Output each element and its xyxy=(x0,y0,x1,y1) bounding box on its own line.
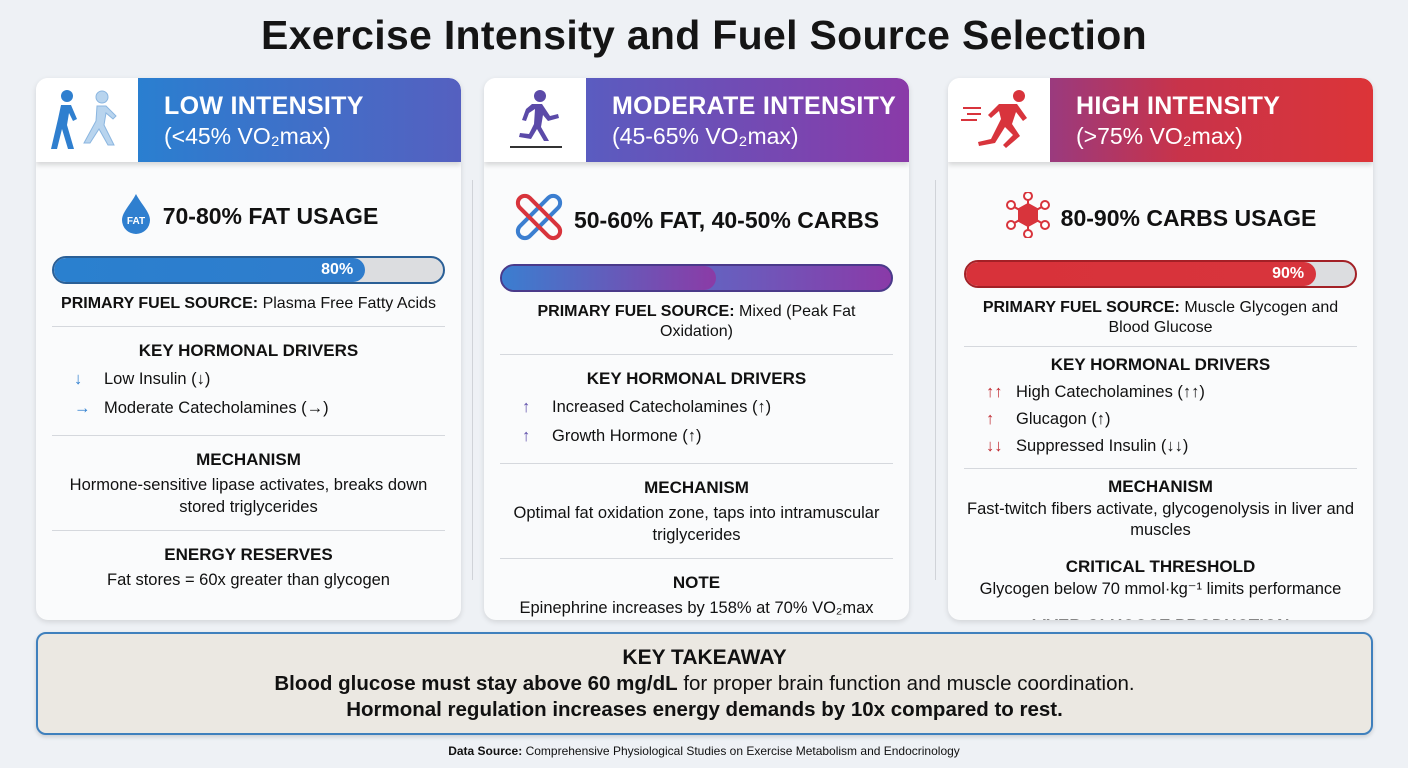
vo2max-range: (45-65% VO₂max) xyxy=(612,123,799,149)
usage-bar-fill: 80% xyxy=(54,258,366,282)
hormone-item: ↑ Glucagon (↑) xyxy=(986,406,1357,433)
arrow-icon: ↑ xyxy=(522,427,531,445)
section-text: Hormone-sensitive lipase activates, brea… xyxy=(69,476,428,516)
hormone-text: Low Insulin (↓) xyxy=(104,370,211,388)
divider xyxy=(935,180,936,580)
section: CRITICAL THRESHOLD Glycogen below 70 mmol… xyxy=(964,549,1357,600)
primary-fuel-value: Plasma Free Fatty Acids xyxy=(262,295,436,312)
data-source: Data Source: Comprehensive Physiological… xyxy=(0,744,1408,758)
vo2max-range: (>75% VO₂max) xyxy=(1076,123,1243,149)
usage-progress-bar xyxy=(500,264,893,292)
arrow-icon: → xyxy=(74,399,91,417)
section: ENERGY RESERVES Fat stores = 60x greater … xyxy=(52,530,445,591)
primary-fuel-label: PRIMARY FUEL SOURCE: xyxy=(537,303,735,320)
section-title: MECHANISM xyxy=(196,450,301,469)
card-low-intensity: LOW INTENSITY (<45% VO₂max) FAT 70-80% FA… xyxy=(36,78,461,620)
section: LIVER GLUCOSE PRODUCTIONIncreases from 0… xyxy=(964,608,1357,620)
takeaway-text: for proper brain function and muscle coo… xyxy=(677,672,1135,695)
section-title: KEY HORMONAL DRIVERS xyxy=(1050,355,1271,374)
takeaway-line2: Hormonal regulation increases energy dem… xyxy=(346,698,1063,721)
section-text: Optimal fat oxidation zone, taps into in… xyxy=(513,504,880,544)
section-title: MECHANISM xyxy=(1108,477,1213,496)
fuel-usage-headline: 80-90% CARBS USAGE xyxy=(1060,204,1317,231)
arrow-icon: ↑ xyxy=(522,398,531,416)
takeaway-highlight: Blood glucose must stay above 60 mg/dL xyxy=(274,672,678,695)
running-person-icon xyxy=(484,78,586,162)
section: KEY HORMONAL DRIVERS ↓ Low Insulin (↓) → Mod… xyxy=(52,326,445,423)
vo2max-range: (<45% VO₂max) xyxy=(164,123,331,149)
svg-text:FAT: FAT xyxy=(127,216,145,227)
card-title: LOW INTENSITY xyxy=(164,92,364,120)
hormone-item: ↑ Growth Hormone (↑) xyxy=(522,422,893,451)
card-title: MODERATE INTENSITY xyxy=(612,92,897,120)
usage-bar-fill xyxy=(502,266,716,290)
sprinting-person-icon xyxy=(948,78,1050,162)
fat-droplet-icon: FAT xyxy=(119,192,153,240)
section-title: KEY HORMONAL DRIVERS xyxy=(586,369,807,388)
section: MECHANISM Fast-twitch fibers activate, gl… xyxy=(964,468,1357,541)
card-title: HIGH INTENSITY xyxy=(1076,92,1281,120)
arrow-icon: ↑↑ xyxy=(986,383,1003,401)
card-high-intensity: HIGH INTENSITY (>75% VO₂max) 80-90% CARB… xyxy=(948,78,1373,620)
mixed-fuel-cross-icon xyxy=(514,192,564,248)
hormone-text: Glucagon (↑) xyxy=(1016,410,1111,428)
section-title: ENERGY RESERVES xyxy=(164,545,333,564)
section-text: Glycogen below 70 mmol·kg⁻¹ limits perfo… xyxy=(979,580,1342,598)
hormone-item: ↓↓ Suppressed Insulin (↓↓) xyxy=(986,433,1357,460)
hormone-text: Growth Hormone (↑) xyxy=(552,427,702,445)
section-text: Epinephrine increases by 158% at 70% VO₂… xyxy=(519,599,874,617)
page-title: Exercise Intensity and Fuel Source Selec… xyxy=(261,12,1147,58)
fuel-usage-headline: 50-60% FAT, 40-50% CARBS xyxy=(573,206,880,233)
section: KEY HORMONAL DRIVERS ↑ Increased Catechola… xyxy=(500,354,893,451)
section: KEY HORMONAL DRIVERS ↑↑ High Catecholamine… xyxy=(964,346,1357,460)
hormone-text: High Catecholamines (↑↑) xyxy=(1016,383,1205,401)
section-title: LIVER GLUCOSE PRODUCTION xyxy=(964,616,1357,620)
usage-progress-bar: 80% xyxy=(52,256,445,284)
primary-fuel-value: Muscle Glycogen and Blood Glucose xyxy=(1108,299,1339,336)
section: NOTE Epinephrine increases by 158% at 70%… xyxy=(500,558,893,619)
key-takeaway-box: KEY TAKEAWAY Blood glucose must stay abo… xyxy=(36,632,1373,735)
arrow-icon: ↑ xyxy=(986,410,995,428)
arrow-icon: ↓ xyxy=(74,370,83,388)
section-title: CRITICAL THRESHOLD xyxy=(1065,557,1256,576)
primary-fuel-label: PRIMARY FUEL SOURCE: xyxy=(982,299,1180,316)
arrow-icon: ↓↓ xyxy=(986,437,1003,455)
section-title: KEY HORMONAL DRIVERS xyxy=(138,341,359,360)
section-text: Fat stores = 60x greater than glycogen xyxy=(107,571,390,589)
usage-progress-bar: 90% xyxy=(964,260,1357,288)
walking-running-people-icon xyxy=(36,78,138,162)
hormone-item: ↑↑ High Catecholamines (↑↑) xyxy=(986,379,1357,406)
primary-fuel-value: Mixed (Peak Fat Oxidation) xyxy=(660,303,856,340)
hormone-text: Increased Catecholamines (↑) xyxy=(552,398,772,416)
hormone-item: ↑ Increased Catecholamines (↑) xyxy=(522,393,893,422)
takeaway-title: KEY TAKEAWAY xyxy=(622,646,787,669)
section-title: MECHANISM xyxy=(644,478,749,497)
section: MECHANISM Hormone-sensitive lipase activa… xyxy=(52,435,445,518)
primary-fuel-label: PRIMARY FUEL SOURCE: xyxy=(61,295,259,312)
section-text: Fast-twitch fibers activate, glycogenoly… xyxy=(967,500,1354,539)
source-text: Comprehensive Physiological Studies on E… xyxy=(522,744,960,758)
source-label: Data Source: xyxy=(448,744,523,758)
glucose-molecule-icon xyxy=(1005,191,1051,244)
usage-bar-fill: 90% xyxy=(966,262,1317,286)
section: MECHANISM Optimal fat oxidation zone, tap… xyxy=(500,463,893,546)
hormone-text: Suppressed Insulin (↓↓) xyxy=(1016,437,1189,455)
card-moderate-intensity: MODERATE INTENSITY (45-65% VO₂max) 50-60… xyxy=(484,78,909,620)
fuel-usage-headline: 70-80% FAT USAGE xyxy=(162,202,379,229)
section-title: NOTE xyxy=(672,573,721,592)
hormone-item: ↓ Low Insulin (↓) xyxy=(74,365,445,394)
hormone-item: → Moderate Catecholamines (→) xyxy=(74,394,445,423)
hormone-text: Moderate Catecholamines (→) xyxy=(104,399,329,417)
divider xyxy=(472,180,473,580)
